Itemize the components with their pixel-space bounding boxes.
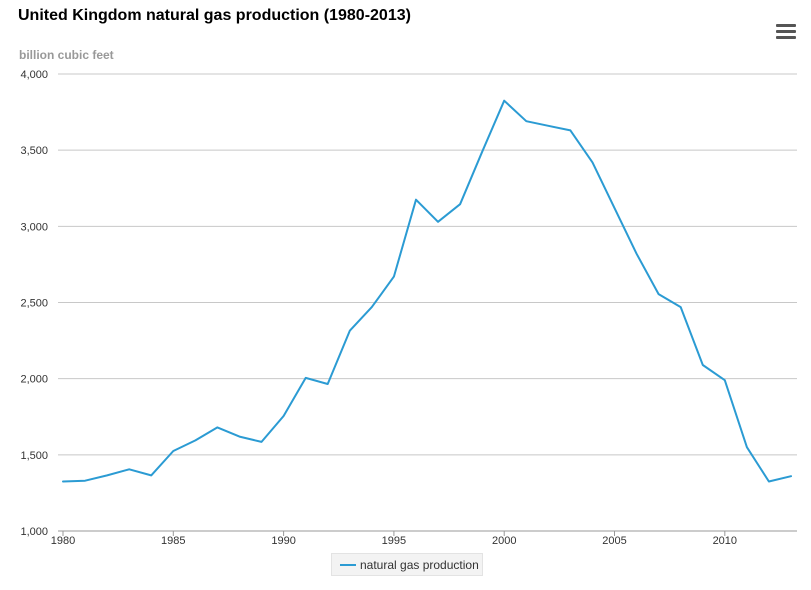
x-tick-label: 1980: [51, 535, 75, 547]
x-tick-label: 1985: [161, 535, 185, 547]
legend-item[interactable]: natural gas production: [331, 553, 483, 576]
data-point: [745, 445, 749, 449]
y-tick-label: 2,000: [20, 374, 48, 386]
x-tick-label: 1990: [271, 535, 295, 547]
data-point: [458, 202, 462, 206]
data-point: [789, 474, 793, 478]
data-point: [546, 124, 550, 128]
y-tick-label: 3,500: [20, 145, 48, 157]
y-tick-label: 1,000: [20, 526, 48, 538]
data-point: [303, 376, 307, 380]
data-point: [524, 119, 528, 123]
legend-label: natural gas production: [360, 558, 479, 572]
chart-title: United Kingdom natural gas production (1…: [18, 7, 411, 24]
x-tick-label: 2010: [713, 535, 737, 547]
y-axis-units-label: billion cubic feet: [19, 48, 114, 62]
y-tick-label: 1,500: [20, 450, 48, 462]
data-point: [480, 149, 484, 153]
data-point: [436, 220, 440, 224]
data-point: [215, 425, 219, 429]
data-point: [348, 328, 352, 332]
y-tick-label: 3,000: [20, 221, 48, 233]
data-point: [171, 449, 175, 453]
data-point: [634, 252, 638, 256]
data-point: [568, 128, 572, 132]
menu-bar: [776, 36, 796, 39]
data-point: [678, 305, 682, 309]
data-point: [612, 206, 616, 210]
data-point: [767, 479, 771, 483]
menu-bar: [776, 24, 796, 27]
x-tick-label: 2000: [492, 535, 516, 547]
data-point: [281, 414, 285, 418]
data-point: [502, 98, 506, 102]
data-point: [237, 434, 241, 438]
data-point: [193, 438, 197, 442]
data-point: [149, 473, 153, 477]
menu-bar: [776, 30, 796, 33]
data-point: [259, 440, 263, 444]
hamburger-menu-icon[interactable]: [776, 24, 796, 42]
data-point: [701, 363, 705, 367]
data-point: [326, 382, 330, 386]
series-line: [62, 99, 792, 483]
data-point: [590, 160, 594, 164]
data-point: [61, 479, 65, 483]
y-tick-label: 4,000: [20, 69, 48, 81]
data-point: [414, 197, 418, 201]
data-point: [105, 473, 109, 477]
data-point: [656, 292, 660, 296]
y-tick-label: 2,500: [20, 298, 48, 310]
legend-swatch: [340, 564, 356, 566]
data-point: [127, 467, 131, 471]
data-point: [723, 378, 727, 382]
x-tick-label: 1995: [382, 535, 406, 547]
data-point: [370, 305, 374, 309]
data-point: [83, 479, 87, 483]
data-point: [392, 274, 396, 278]
x-tick-label: 2005: [602, 535, 626, 547]
